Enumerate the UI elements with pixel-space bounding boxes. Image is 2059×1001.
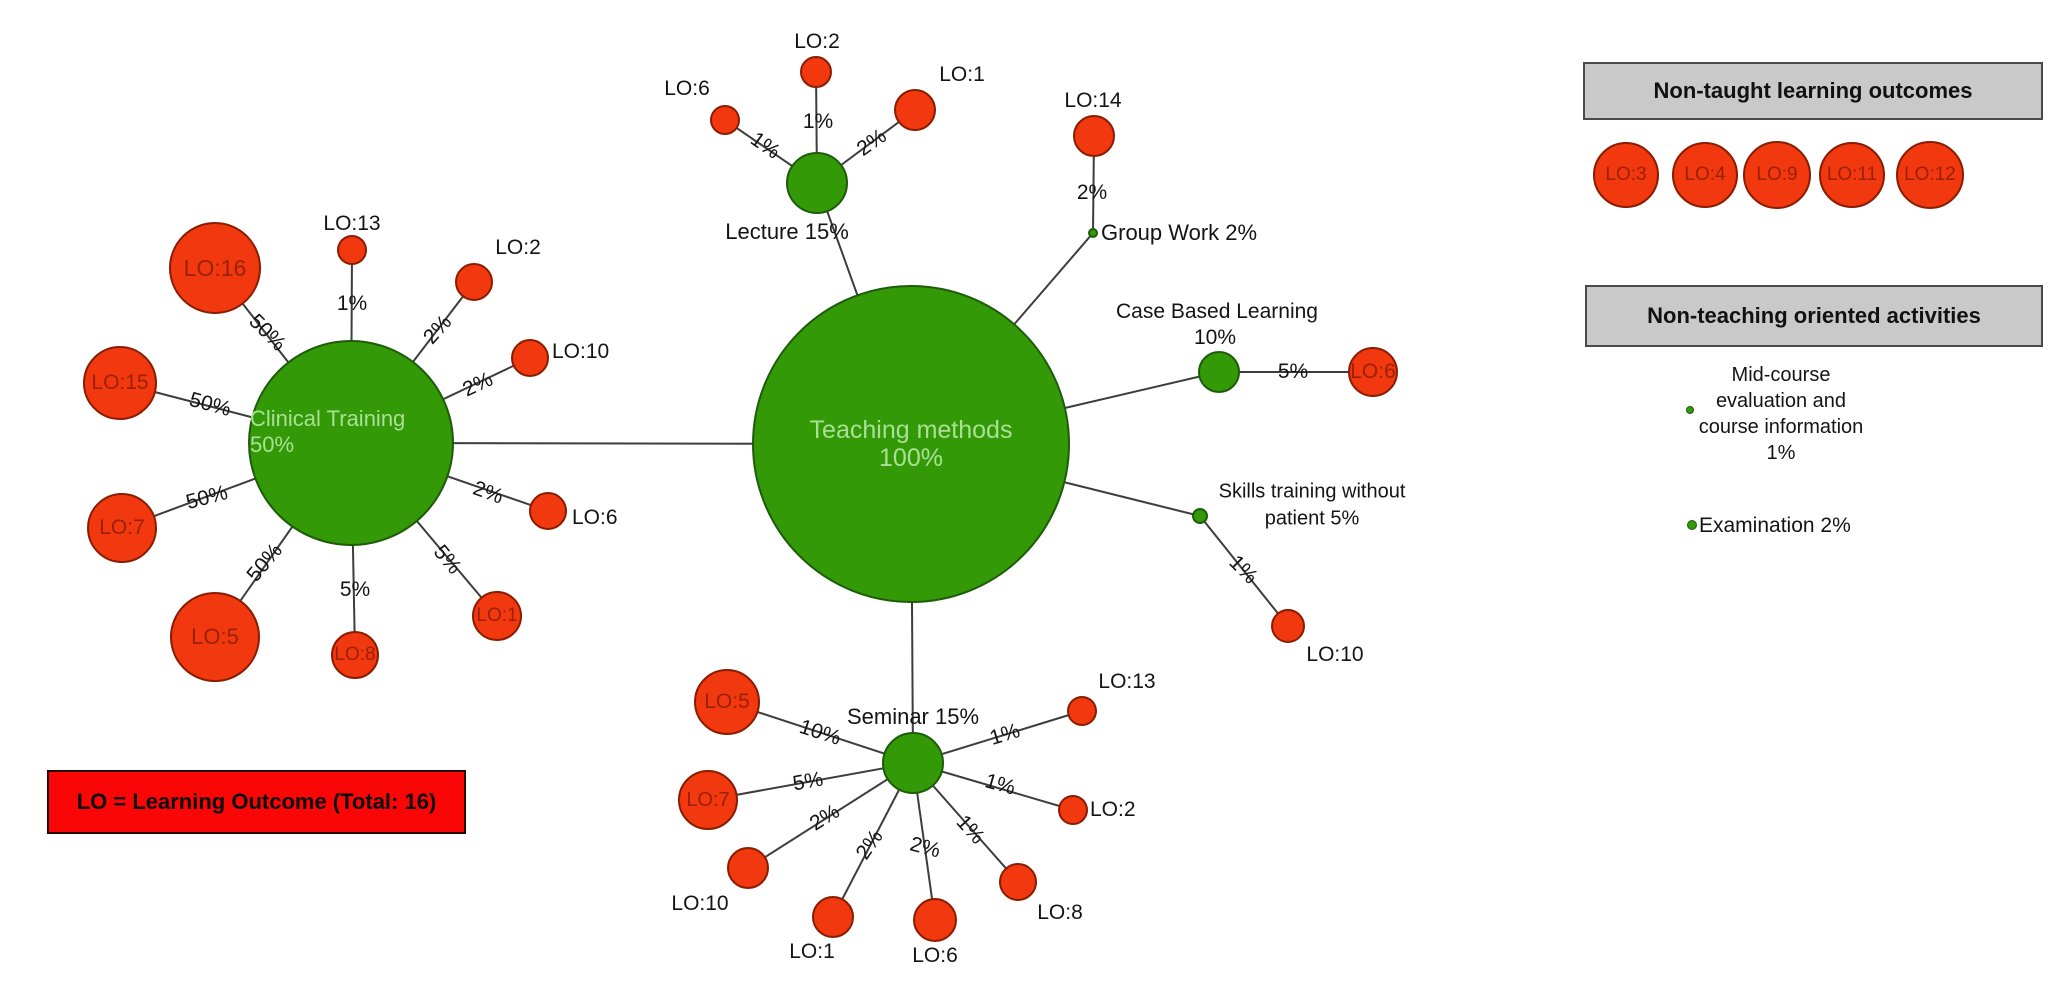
seminar-lo2-node xyxy=(1058,795,1088,825)
seminar-lo13-node xyxy=(1067,696,1097,726)
clinical-lo2-label: LO:2 xyxy=(495,236,541,259)
non-taught-lo11-label: LO:11 xyxy=(1826,164,1878,185)
seminar-lo1-label: LO:1 xyxy=(789,940,835,963)
edge xyxy=(707,762,914,801)
clinical-lo5-label: LO:5 xyxy=(191,624,239,649)
non-taught-lo9-label: LO:9 xyxy=(1756,164,1798,185)
key-box-label: LO = Learning Outcome (Total: 16) xyxy=(76,789,437,814)
edge xyxy=(747,762,914,869)
non-taught-lo11-node: LO:11 xyxy=(1819,142,1885,208)
case-based-lo6-node: LO:6 xyxy=(1348,347,1398,397)
teaching-methods-label: Teaching methods 100% xyxy=(809,416,1013,472)
clinical-lo13-pct: 1% xyxy=(336,292,368,315)
lecture-node xyxy=(786,152,848,214)
seminar-lo1-node xyxy=(812,896,854,938)
seminar-lo6-label: LO:6 xyxy=(912,944,958,967)
seminar-lo7-label: LO:7 xyxy=(686,788,730,811)
seminar-lo10-node xyxy=(727,847,769,889)
case-based-learning-pct: 10% xyxy=(1193,326,1237,349)
seminar-lo6-node xyxy=(913,898,957,942)
seminar-lo13-label: LO:13 xyxy=(1098,670,1156,693)
seminar-lo7-node: LO:7 xyxy=(678,770,738,830)
key-box: LO = Learning Outcome (Total: 16) xyxy=(47,770,466,834)
lecture-lo2-node xyxy=(800,56,832,88)
lo14-label: LO:14 xyxy=(1064,89,1122,112)
clinical-lo6-node xyxy=(529,492,567,530)
clinical-lo1-node: LO:1 xyxy=(472,591,522,641)
examination-label: Examination 2% xyxy=(1699,514,1851,537)
lecture-lo6-label: LO:6 xyxy=(664,77,710,100)
non-taught-lo3-label: LO:3 xyxy=(1605,164,1647,185)
non-teaching-panel-title: Non-teaching oriented activities xyxy=(1647,303,1981,328)
clinical-lo15-label: LO:15 xyxy=(91,371,149,394)
clinical-lo15-node: LO:15 xyxy=(83,346,157,420)
clinical-lo5-node: LO:5 xyxy=(170,592,260,682)
midcourse-label: Mid-course evaluation and course informa… xyxy=(1698,364,1864,464)
non-taught-lo12-label: LO:12 xyxy=(1904,164,1956,185)
case-based-learning-node xyxy=(1198,351,1240,393)
case-based-learning-title: Case Based Learning xyxy=(1116,300,1318,323)
non-taught-lo4-node: LO:4 xyxy=(1672,142,1738,208)
lecture-label: Lecture 15% xyxy=(725,219,849,244)
seminar-lo2-label: LO:2 xyxy=(1090,798,1136,821)
lecture-lo2-label: LO:2 xyxy=(794,30,840,53)
teaching-methods-node: Teaching methods 100% xyxy=(752,285,1070,603)
group-work-pct: 2% xyxy=(1076,181,1108,204)
seminar-lo5-node: LO:5 xyxy=(694,669,760,735)
edge xyxy=(1199,515,1289,627)
skills-lo10-node xyxy=(1271,609,1305,643)
seminar-lo10-label: LO:10 xyxy=(671,892,729,915)
non-taught-lo3-node: LO:3 xyxy=(1593,142,1659,208)
group-work-label: Group Work 2% xyxy=(1101,220,1258,245)
seminar-lo5-label: LO:5 xyxy=(704,690,750,713)
skills-lo10-label: LO:10 xyxy=(1306,643,1364,666)
non-taught-lo12-node: LO:12 xyxy=(1896,141,1964,209)
non-taught-lo9-node: LO:9 xyxy=(1743,141,1811,209)
non-taught-panel-title: Non-taught learning outcomes xyxy=(1653,78,1973,103)
clinical-lo10-label: LO:10 xyxy=(552,340,610,363)
lecture-lo6-node xyxy=(710,105,740,135)
seminar-label: Seminar 15% xyxy=(846,704,980,729)
non-taught-lo4-label: LO:4 xyxy=(1684,164,1726,185)
clinical-training-node: Clinical Training 50% xyxy=(248,340,454,546)
clinical-lo13-node xyxy=(337,235,367,265)
lecture-lo1-node xyxy=(894,89,936,131)
skills-training-node xyxy=(1192,508,1208,524)
seminar-lo8-label: LO:8 xyxy=(1037,901,1083,924)
midcourse-node xyxy=(1686,406,1694,414)
clinical-lo16-node: LO:16 xyxy=(169,222,261,314)
lecture-lo2-pct: 1% xyxy=(802,110,834,133)
group-work-node xyxy=(1088,228,1098,238)
case-based-lo6-label: LO:6 xyxy=(1350,360,1396,383)
clinical-lo16-label: LO:16 xyxy=(183,254,247,281)
skills-training-label-line2: patient 5% xyxy=(1264,507,1360,530)
non-teaching-panel-header: Non-teaching oriented activities xyxy=(1585,285,2043,347)
lo14-node xyxy=(1073,115,1115,157)
lecture-lo1-label: LO:1 xyxy=(939,63,985,86)
clinical-lo13-label: LO:13 xyxy=(323,212,381,235)
clinical-lo1-label: LO:1 xyxy=(476,605,518,626)
clinical-lo8-node: LO:8 xyxy=(331,631,379,679)
seminar-node xyxy=(882,732,944,794)
case-based-link-pct: 5% xyxy=(1277,360,1309,383)
clinical-lo7-node: LO:7 xyxy=(87,493,157,563)
clinical-lo7-label: LO:7 xyxy=(99,516,145,539)
non-taught-panel-header: Non-taught learning outcomes xyxy=(1583,62,2043,120)
clinical-lo6-label: LO:6 xyxy=(572,506,618,529)
examination-node xyxy=(1687,520,1697,530)
clinical-training-label: Clinical Training 50% xyxy=(250,406,406,457)
seminar-lo8-node xyxy=(999,863,1037,901)
clinical-lo8-pct: 5% xyxy=(339,578,371,601)
clinical-lo2-node xyxy=(455,263,493,301)
skills-training-label-line1: Skills training without xyxy=(1218,480,1406,503)
clinical-lo8-label: LO:8 xyxy=(334,644,376,665)
clinical-lo10-node xyxy=(511,339,549,377)
